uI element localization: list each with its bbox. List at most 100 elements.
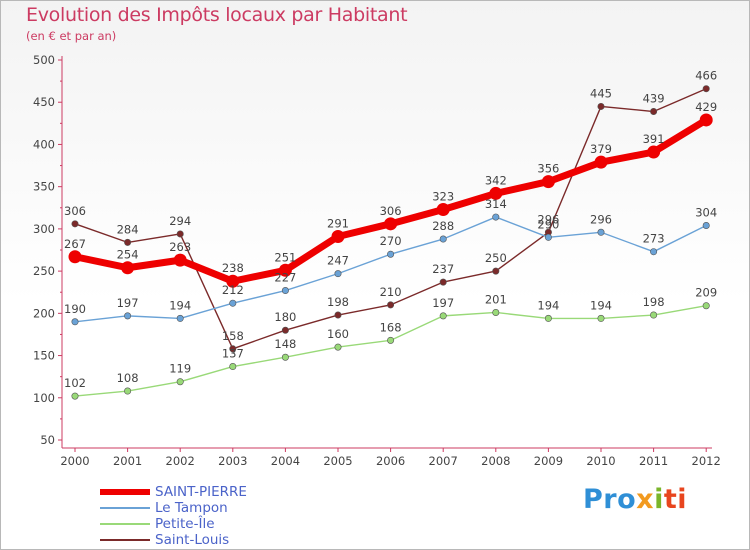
data-point-saint-pierre xyxy=(173,253,187,267)
data-label-saint-louis: 198 xyxy=(327,295,349,309)
data-point-petite-ile xyxy=(71,392,79,400)
legend-swatch-le-tampon xyxy=(100,507,150,509)
data-label-saint-pierre: 267 xyxy=(64,237,86,251)
logo-part-3: i xyxy=(654,484,664,515)
legend-label-saint-pierre: SAINT-PIERRE xyxy=(155,484,247,500)
data-point-saint-louis xyxy=(702,85,710,93)
data-point-saint-pierre xyxy=(699,113,713,127)
x-tick-label: 2012 xyxy=(692,454,721,468)
x-tick-label: 2006 xyxy=(376,454,405,468)
legend-item-saint-pierre: SAINT-PIERRE xyxy=(100,484,300,500)
y-tick-label: 450 xyxy=(33,95,55,109)
data-point-petite-ile xyxy=(650,311,658,319)
data-label-petite-ile: 194 xyxy=(537,298,559,312)
data-label-saint-louis: 445 xyxy=(590,86,612,100)
data-point-petite-ile xyxy=(387,336,395,344)
legend-swatch-saint-louis xyxy=(100,539,150,541)
data-point-saint-pierre xyxy=(594,155,608,169)
data-point-le-tampon xyxy=(597,228,605,236)
x-tick-label: 2004 xyxy=(271,454,300,468)
x-tick-label: 2001 xyxy=(113,454,142,468)
data-point-saint-pierre xyxy=(384,217,398,231)
data-point-petite-ile xyxy=(702,302,710,310)
legend-item-le-tampon: Le Tampon xyxy=(100,500,300,516)
data-label-saint-pierre: 306 xyxy=(380,204,402,218)
data-label-saint-pierre: 238 xyxy=(222,261,244,275)
data-label-saint-pierre: 379 xyxy=(590,142,612,156)
data-point-petite-ile xyxy=(492,308,500,316)
data-point-le-tampon xyxy=(229,299,237,307)
data-point-petite-ile xyxy=(176,378,184,386)
y-tick-label: 350 xyxy=(33,180,55,194)
y-tick-label: 300 xyxy=(33,222,55,236)
x-tick-label: 2011 xyxy=(639,454,668,468)
data-point-saint-pierre xyxy=(331,229,345,243)
data-label-saint-louis: 466 xyxy=(695,69,717,83)
x-tick-label: 2010 xyxy=(586,454,615,468)
data-point-petite-ile xyxy=(597,314,605,322)
data-label-saint-louis: 306 xyxy=(64,204,86,218)
data-point-le-tampon xyxy=(281,287,289,295)
x-tick-label: 2007 xyxy=(429,454,458,468)
y-tick-label: 100 xyxy=(33,391,55,405)
data-point-saint-pierre xyxy=(647,145,661,159)
data-point-le-tampon xyxy=(71,318,79,326)
data-label-le-tampon: 197 xyxy=(117,296,139,310)
data-label-le-tampon: 273 xyxy=(643,232,665,246)
data-label-petite-ile: 102 xyxy=(64,376,86,390)
x-tick-label: 2003 xyxy=(218,454,247,468)
data-label-le-tampon: 290 xyxy=(537,217,559,231)
data-label-le-tampon: 270 xyxy=(380,234,402,248)
data-point-petite-ile xyxy=(334,343,342,351)
data-point-saint-pierre xyxy=(226,274,240,288)
data-point-le-tampon xyxy=(387,250,395,258)
data-point-saint-louis xyxy=(650,108,658,116)
y-tick-label: 150 xyxy=(33,349,55,363)
data-label-saint-louis: 158 xyxy=(222,329,244,343)
y-tick-label: 250 xyxy=(33,264,55,278)
x-tick-label: 2009 xyxy=(534,454,563,468)
data-point-saint-pierre xyxy=(68,250,82,264)
y-tick-label: 400 xyxy=(33,137,55,151)
data-point-saint-louis xyxy=(281,326,289,334)
data-label-petite-ile: 160 xyxy=(327,327,349,341)
data-label-le-tampon: 288 xyxy=(432,219,454,233)
x-tick-label: 2008 xyxy=(481,454,510,468)
chart-title: Evolution des Impôts locaux par Habitant xyxy=(26,4,408,26)
data-point-le-tampon xyxy=(124,312,132,320)
data-label-saint-pierre: 291 xyxy=(327,216,349,230)
data-point-saint-louis xyxy=(597,102,605,110)
data-label-saint-louis: 210 xyxy=(380,285,402,299)
data-label-petite-ile: 137 xyxy=(222,347,244,361)
data-point-saint-pierre xyxy=(436,202,450,216)
data-label-saint-louis: 284 xyxy=(117,222,139,236)
data-label-petite-ile: 108 xyxy=(117,371,139,385)
data-label-le-tampon: 314 xyxy=(485,197,507,211)
data-label-saint-pierre: 356 xyxy=(537,162,559,176)
data-point-petite-ile xyxy=(281,353,289,361)
data-point-petite-ile xyxy=(439,312,447,320)
data-label-saint-pierre: 251 xyxy=(274,250,296,264)
data-point-petite-ile xyxy=(544,314,552,322)
data-label-saint-louis: 180 xyxy=(274,310,296,324)
data-label-le-tampon: 212 xyxy=(222,283,244,297)
data-label-saint-pierre: 254 xyxy=(117,248,139,262)
data-label-le-tampon: 227 xyxy=(274,271,296,285)
data-point-saint-louis xyxy=(176,230,184,238)
logo-part-1: Pro xyxy=(583,484,637,515)
data-point-petite-ile xyxy=(124,387,132,395)
data-point-saint-louis xyxy=(124,238,132,246)
legend-swatch-petite-ile xyxy=(100,523,150,525)
data-label-le-tampon: 296 xyxy=(590,212,612,226)
logo-part-4: ti xyxy=(663,484,688,515)
data-point-saint-louis xyxy=(229,345,237,353)
data-point-le-tampon xyxy=(439,235,447,243)
data-label-saint-pierre: 263 xyxy=(169,240,191,254)
y-tick-label: 500 xyxy=(33,53,55,67)
data-point-le-tampon xyxy=(702,222,710,230)
data-point-le-tampon xyxy=(650,248,658,256)
data-label-petite-ile: 148 xyxy=(274,337,296,351)
data-point-saint-louis xyxy=(334,311,342,319)
data-label-le-tampon: 190 xyxy=(64,302,86,316)
